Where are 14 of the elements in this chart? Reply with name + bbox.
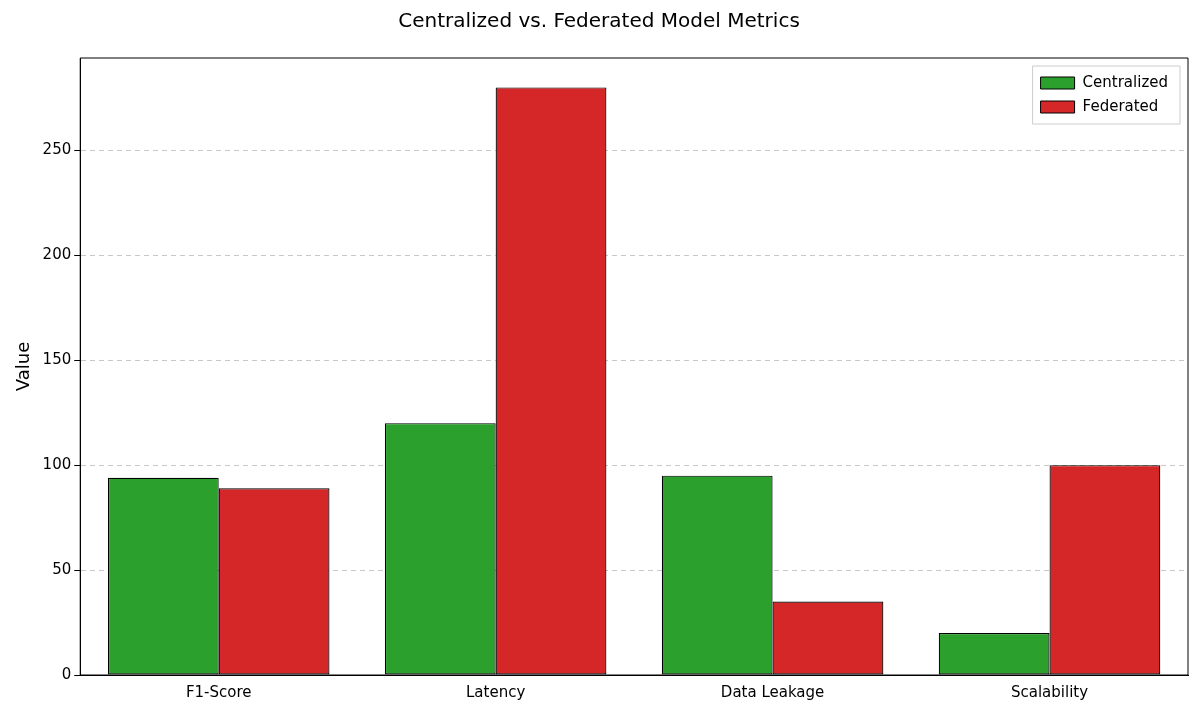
y-tick-label: 150 (42, 350, 72, 369)
y-tick-label: 250 (42, 140, 72, 159)
legend-label: Federated (1082, 96, 1159, 115)
x-tick-label: F1-Score (185, 682, 252, 701)
x-tick-label: Data Leakage (720, 682, 825, 701)
y-tick-label: 100 (42, 455, 72, 474)
x-tick-label: Scalability (1010, 682, 1089, 701)
y-tick-label: 50 (52, 559, 72, 578)
legend-label: Centralized (1082, 72, 1169, 91)
y-axis-title: Value (12, 341, 34, 392)
chart-title: Centralized vs. Federated Model Metrics (398, 8, 800, 33)
y-tick-label: 0 (61, 664, 72, 683)
x-tick-label: Latency (466, 682, 526, 701)
y-tick-label: 200 (42, 245, 72, 264)
